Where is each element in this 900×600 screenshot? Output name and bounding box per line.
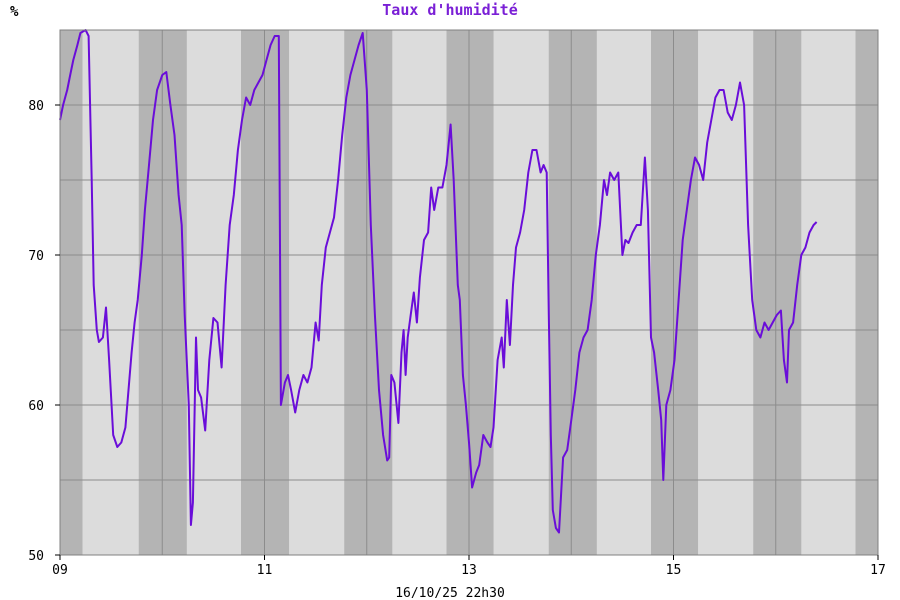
x-tick-label: 15 <box>666 563 682 578</box>
x-tick-label: 09 <box>52 563 68 578</box>
night-band <box>651 30 699 555</box>
night-band <box>240 30 290 555</box>
y-tick-label: 50 <box>28 549 44 564</box>
axes: 50 60 70 80 09 11 13 15 17 <box>28 29 886 578</box>
chart-footer-timestamp: 16/10/25 22h30 <box>395 586 505 600</box>
night-band <box>855 30 878 555</box>
humidity-series-line <box>59 29 818 534</box>
y-tick-label: 60 <box>28 399 44 414</box>
chart-title: Taux d'humidité <box>382 1 517 19</box>
grid-lines <box>59 29 879 556</box>
night-band <box>548 30 597 555</box>
x-tick-label: 11 <box>257 563 273 578</box>
night-band <box>753 30 802 555</box>
night-band <box>138 30 187 555</box>
night-band <box>60 30 83 555</box>
night-band <box>446 30 494 555</box>
y-tick-label: 70 <box>28 249 44 264</box>
x-tick-label: 13 <box>461 563 477 578</box>
x-tick-label: 17 <box>870 563 886 578</box>
y-unit-label: % <box>10 4 19 20</box>
y-tick-label: 80 <box>28 99 44 114</box>
series-layer <box>59 29 818 534</box>
